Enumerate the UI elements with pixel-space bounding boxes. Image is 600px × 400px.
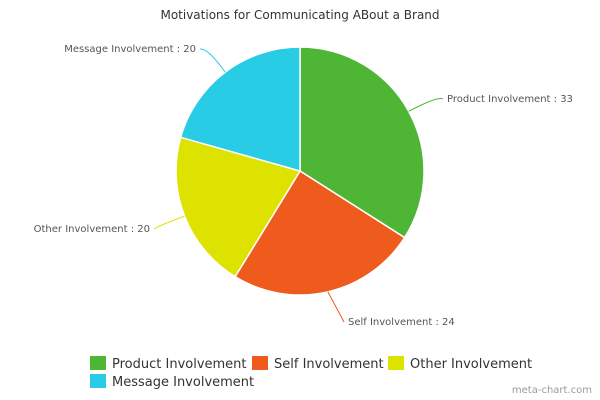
chart-title: Motivations for Communicating ABout a Br… <box>160 8 440 22</box>
legend-label-other-involvement: Other Involvement <box>410 357 533 372</box>
slice-label-self-involvement: Self Involvement : 24 <box>348 317 455 328</box>
slice-label-product-involvement: Product Involvement : 33 <box>447 94 573 105</box>
legend-swatch-other-involvement <box>388 356 404 370</box>
legend-item-message-involvement[interactable]: Message Involvement <box>90 374 254 392</box>
pie-slices <box>175 46 425 296</box>
leader-line-other-involvement <box>153 215 185 230</box>
leader-line-self-involvement <box>327 291 345 323</box>
slice-leader-lines <box>153 48 444 323</box>
slice-labels: Product Involvement : 33 Self Involvement… <box>34 44 573 328</box>
legend-label-product-involvement: Product Involvement <box>112 357 247 372</box>
legend-label-self-involvement: Self Involvement <box>274 357 384 372</box>
legend-item-self-involvement[interactable]: Self Involvement <box>252 356 384 374</box>
legend-swatch-self-involvement <box>252 356 268 370</box>
legend-swatch-message-involvement <box>90 374 106 388</box>
pie-slice-self-involvement[interactable] <box>234 169 406 296</box>
leader-line-message-involvement <box>199 48 226 73</box>
slice-label-message-involvement: Message Involvement : 20 <box>64 44 196 55</box>
legend-item-product-involvement[interactable]: Product Involvement <box>90 356 247 374</box>
legend-item-other-involvement[interactable]: Other Involvement <box>388 356 532 374</box>
watermark: meta-chart.com <box>511 385 592 396</box>
legend-label-message-involvement: Message Involvement <box>112 375 255 390</box>
legend-swatch-product-involvement <box>90 356 106 370</box>
pie-slice-other-involvement[interactable] <box>175 136 302 278</box>
leader-line-product-involvement <box>408 98 444 112</box>
slice-label-other-involvement: Other Involvement : 20 <box>34 224 150 235</box>
